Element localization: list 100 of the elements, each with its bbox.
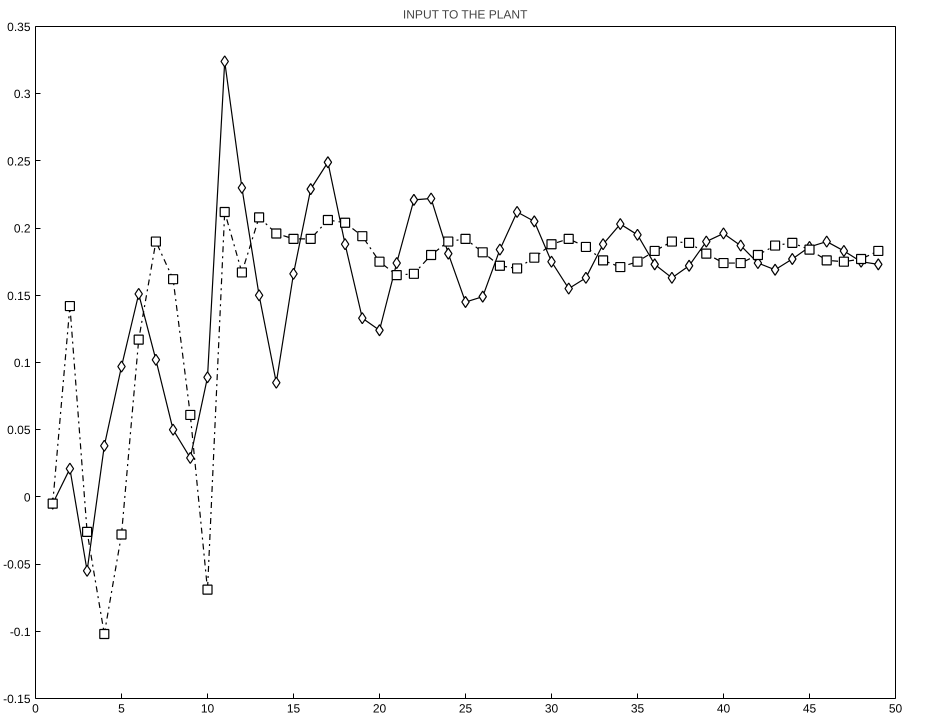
point [324,156,332,168]
point [496,244,504,256]
point [408,268,419,279]
point [150,236,161,247]
x-tick-label: 45 [802,702,816,716]
point [529,252,540,263]
point [357,231,368,242]
y-tick-label: 0.1 [14,356,31,370]
point [168,274,178,284]
point [375,324,384,336]
point [787,238,798,248]
point [288,234,299,244]
point [236,267,247,278]
point [856,254,866,264]
x-tick-label: 10 [200,702,214,716]
point [650,258,659,270]
point [582,272,590,284]
point [822,255,832,266]
point [306,234,316,244]
point [358,312,367,324]
point [460,234,471,244]
x-tick-label: 25 [458,702,472,716]
point [718,258,729,268]
y-tick-label: 0 [24,490,31,504]
point [220,206,230,218]
point [494,260,505,271]
point [804,244,815,255]
point [410,194,418,206]
point [598,255,608,266]
point [271,228,282,239]
point [736,258,746,268]
point [547,256,556,268]
point [254,212,264,222]
point [598,238,608,250]
point [478,290,487,303]
point [752,250,763,260]
point [322,214,333,226]
x-tick-label: 40 [716,702,730,716]
point [770,264,780,276]
point [340,238,350,250]
point [444,248,453,260]
point [168,424,178,436]
point [564,234,574,244]
point [82,526,92,537]
point [238,182,246,194]
chart-title: INPUT TO THE PLANT [402,8,528,22]
point [392,270,402,280]
point [185,410,196,420]
point [666,236,677,247]
point [134,334,144,345]
point [64,300,75,312]
y-tick-label: -0.15 [3,692,31,706]
point [443,236,454,247]
x-tick-label: 0 [32,702,40,716]
point [272,376,281,389]
point [650,246,660,256]
y-tick-label: 0.2 [14,222,31,236]
point [478,247,488,258]
point [374,256,385,267]
point [684,260,694,272]
point [530,215,539,228]
point [306,183,315,196]
point [99,628,110,640]
point [701,248,712,259]
point [340,218,350,228]
x-tick-label: 20 [372,702,386,716]
x-tick-label: 5 [118,702,126,716]
point [289,268,298,280]
point [116,529,127,540]
point [203,371,212,384]
x-tick-label: 50 [888,702,902,716]
point [632,256,643,267]
y-tick-label: 0.05 [7,423,31,438]
y-tick-label: 0.35 [7,20,31,34]
point [838,256,849,267]
point [82,564,92,577]
point [426,250,436,260]
point [770,240,780,251]
point [546,239,557,250]
y-tick-label: 0.25 [7,154,31,168]
y-tick-label: 0.15 [7,288,31,303]
point [874,258,883,270]
x-tick-label: 30 [544,702,558,716]
point [202,584,213,595]
y-tick-label: 0.3 [14,87,31,102]
point [512,263,522,274]
point [873,246,884,256]
point [684,238,694,248]
point [254,289,264,302]
point [152,354,160,366]
x-tick-label: 15 [286,702,300,716]
y-tick-label: -0.1 [10,624,31,639]
y-tick-label: -0.05 [3,558,31,572]
point [615,262,626,272]
point [633,228,642,241]
point [100,440,109,452]
point [66,462,74,475]
x-tick-label: 35 [630,702,644,716]
point [580,242,591,252]
point [668,272,676,284]
